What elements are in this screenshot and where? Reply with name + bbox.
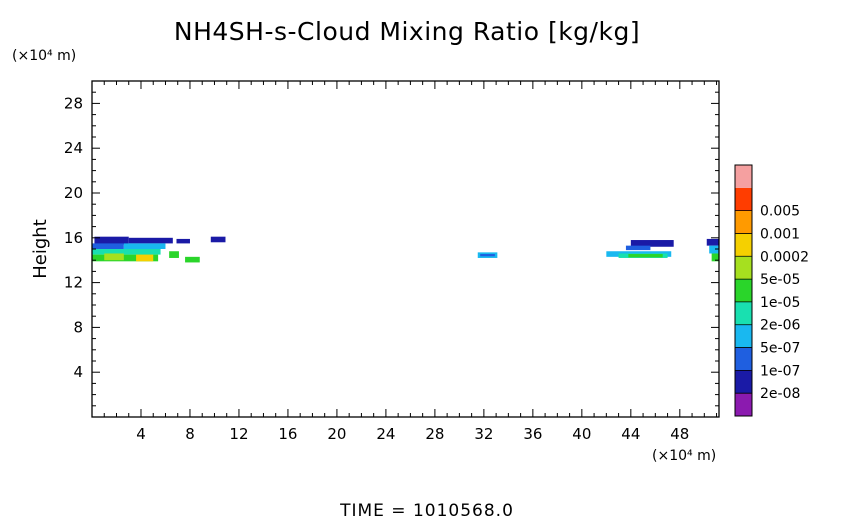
chart-title: NH4SH-s-Cloud Mixing Ratio [kg/kg]	[174, 17, 640, 46]
y-tick-label: 24	[64, 139, 83, 157]
x-tick-label: 20	[327, 425, 346, 443]
colorbar-swatch	[735, 233, 752, 257]
cloud-regions	[92, 236, 719, 263]
cloud-cell	[709, 245, 719, 254]
y-tick-label: 12	[64, 274, 83, 292]
x-tick-label: 4	[136, 425, 146, 443]
colorbar-label: 1e-07	[760, 363, 800, 379]
colorbar: 2e-08 1e-07 5e-07 2e-06 1e-05 5e-05 0.0002 0.00…	[734, 164, 809, 417]
colorbar-label: 2e-08	[760, 386, 800, 402]
y-tick-labels: 4 8 12 16 20 24 28	[64, 94, 83, 381]
cloud-cell	[128, 237, 173, 244]
cloud-cell	[104, 253, 124, 261]
y-tick-label: 8	[73, 318, 83, 336]
x-tick-labels: 4 8 12 16 20 24 28 32 36 40 44 48	[136, 425, 689, 443]
colorbar-swatch	[735, 324, 752, 348]
x-tick-label: 40	[572, 425, 591, 443]
cloud-cell	[628, 254, 663, 258]
colorbar-label: 0.0002	[760, 249, 809, 265]
colorbar-swatch	[735, 347, 752, 371]
cloud-cell	[706, 238, 719, 246]
colorbar-label: 1e-05	[760, 295, 800, 311]
cloud-cell	[185, 256, 200, 263]
x-tick-label: 48	[670, 425, 689, 443]
colorbar-swatch	[735, 256, 752, 280]
axis-ticks	[92, 81, 719, 417]
colorbar-label: 5e-07	[760, 341, 800, 357]
cloud-cell	[136, 254, 154, 262]
cloud-cell	[210, 236, 226, 243]
x-tick-label: 8	[185, 425, 195, 443]
cloud-cell	[92, 254, 159, 262]
x-tick-label: 32	[474, 425, 493, 443]
cloud-cell	[630, 240, 674, 247]
cloud-cell	[169, 251, 179, 258]
cloud-cell	[480, 254, 495, 257]
colorbar-swatch	[735, 187, 752, 211]
colorbar-label: 0.001	[760, 226, 800, 242]
plot-frame	[91, 80, 720, 418]
colorbar-swatch	[735, 210, 752, 234]
colorbar-swatch	[735, 393, 752, 416]
time-label: TIME = 1010568.0	[339, 501, 514, 519]
y-axis-label: Height	[30, 219, 51, 279]
colorbar-swatch	[735, 279, 752, 302]
cloud-cell	[625, 245, 651, 251]
cloud-cell	[176, 238, 190, 244]
cloud-cell	[94, 236, 129, 245]
colorbar-label: 0.005	[760, 204, 800, 220]
x-tick-label: 16	[278, 425, 297, 443]
colorbar-frame	[734, 164, 753, 417]
cloud-cell	[123, 243, 166, 249]
y-tick-label: 28	[64, 94, 83, 112]
colorbar-label: 2e-06	[760, 318, 800, 334]
x-unit-label: (×10⁴ m)	[652, 448, 716, 464]
colorbar-swatch	[735, 165, 752, 188]
x-tick-label: 12	[229, 425, 248, 443]
colorbar-label: 5e-05	[760, 272, 800, 288]
cloud-cell	[711, 253, 719, 262]
y-unit-label: (×10⁴ m)	[12, 48, 76, 64]
colorbar-swatch	[735, 370, 752, 394]
x-tick-label: 44	[621, 425, 640, 443]
x-tick-label: 24	[376, 425, 395, 443]
cloud-cell	[92, 243, 124, 249]
x-tick-label: 36	[523, 425, 542, 443]
colorbar-swatch	[735, 301, 752, 325]
x-tick-label: 28	[425, 425, 444, 443]
cloud-cell	[92, 249, 161, 255]
y-tick-label: 4	[73, 363, 83, 381]
y-tick-label: 20	[64, 184, 83, 202]
y-tick-label: 16	[64, 229, 83, 247]
